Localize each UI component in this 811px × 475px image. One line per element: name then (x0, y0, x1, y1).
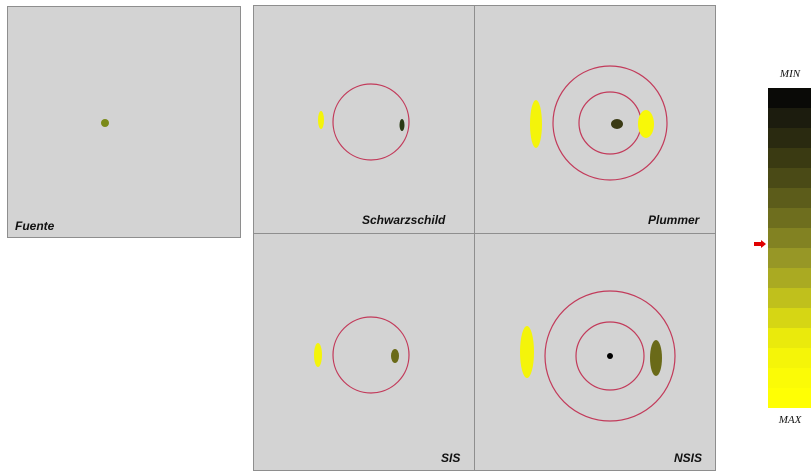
plummer-plot (530, 65, 668, 181)
colorbar-cell (768, 88, 811, 108)
colorbar-cell (768, 148, 811, 168)
image-bright-left (530, 100, 542, 148)
panel-nsis: NSIS (474, 233, 716, 471)
inner-ring (578, 91, 642, 155)
image-dark-center (611, 119, 623, 129)
source-blob (101, 119, 109, 127)
image-olive-right (650, 340, 662, 376)
colorbar-min-label: MIN (779, 68, 801, 80)
colorbar-cell (768, 228, 811, 248)
panel-label-sis: SIS (441, 451, 461, 465)
nsis-plot (520, 290, 676, 422)
schwarzschild-plot (318, 83, 410, 161)
outer-ring (544, 290, 676, 422)
image-bright-left (520, 326, 534, 378)
panel-sis: SIS (253, 233, 476, 471)
fuente-plot (101, 119, 109, 127)
colorbar-cell (768, 248, 811, 268)
panel-plummer: Plummer (474, 5, 716, 235)
image-black-center (607, 353, 613, 359)
inner-ring (575, 321, 645, 391)
colorbar-cell (768, 128, 811, 148)
colorbar (768, 88, 811, 408)
sis-plot (314, 316, 410, 394)
image-bright (318, 111, 324, 129)
image-bright (314, 343, 322, 367)
colorbar-cell (768, 308, 811, 328)
colorbar-cell (768, 208, 811, 228)
panel-label-schwarzschild: Schwarzschild (362, 213, 446, 227)
colorbar-cell (768, 348, 811, 368)
colorbar-cell (768, 388, 811, 408)
panel-schwarzschild: Schwarzschild (253, 5, 476, 235)
colorbar-cell (768, 368, 811, 388)
colorbar-max-label: MAX (778, 414, 802, 426)
colorbar-cell (768, 288, 811, 308)
panel-fuente: Fuente (7, 6, 241, 238)
image-olive (391, 349, 399, 363)
image-dark (399, 119, 405, 131)
colorbar-cell (768, 168, 811, 188)
einstein-ring (332, 316, 410, 394)
colorbar-cell (768, 108, 811, 128)
outer-ring (552, 65, 668, 181)
panel-label-nsis: NSIS (674, 451, 703, 465)
colorbar-cell (768, 188, 811, 208)
panel-label-plummer: Plummer (648, 213, 700, 227)
colorbar-cell (768, 268, 811, 288)
panel-label-fuente: Fuente (15, 219, 55, 233)
colorbar-cell (768, 328, 811, 348)
image-bright-right (638, 110, 654, 138)
red-arrow-indicator-icon (754, 240, 766, 248)
einstein-ring (332, 83, 410, 161)
